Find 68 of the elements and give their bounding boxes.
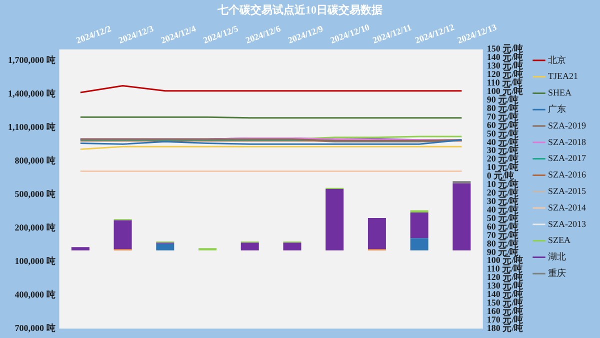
legend-label: 广东: [548, 104, 566, 114]
legend-label: 北京: [548, 54, 566, 65]
y2-tick-label: 0 元/吨: [486, 170, 514, 181]
chart-title: 七个碳交易试点近10日碳交易数据: [216, 3, 382, 16]
y2-tick-label: 70 元/吨: [486, 230, 519, 240]
bar: [452, 183, 471, 250]
legend-label: SZA-2019: [548, 120, 586, 130]
y2-tick-label: 100 元/吨: [486, 86, 524, 96]
y2-tick-label: 60 元/吨: [486, 221, 519, 232]
y2-tick-label: 150 元/吨: [486, 44, 524, 54]
y2-tick-label: 110 元/吨: [486, 78, 523, 88]
y2-tick-label: 60 元/吨: [486, 120, 519, 130]
y-tick-label: 700,000 吨: [14, 322, 56, 333]
y2-tick-label: 100 元/吨: [486, 255, 524, 266]
y2-tick-label: 80 元/吨: [486, 238, 519, 248]
y2-tick-label: 30 元/吨: [486, 196, 519, 206]
y2-tick-label: 90 元/吨: [486, 246, 519, 257]
bar: [326, 188, 344, 250]
y-tick-label: 1,400,000 吨: [8, 88, 56, 98]
y2-tick-label: 10 元/吨: [486, 179, 519, 190]
y2-tick-label: 40 元/吨: [486, 136, 519, 147]
bar: [156, 244, 174, 250]
y2-tick-label: 170 元/吨: [486, 314, 524, 324]
bar: [368, 218, 386, 250]
legend-label: SZA-2015: [548, 186, 586, 196]
y2-tick-label: 40 元/吨: [486, 204, 519, 214]
legend-label: SZA-2017: [548, 153, 586, 164]
y2-tick-label: 140 元/吨: [486, 289, 524, 300]
bar: [240, 242, 259, 250]
bar: [410, 238, 428, 250]
y2-tick-label: 130 元/吨: [486, 60, 524, 71]
y2-tick-label: 30 元/吨: [486, 145, 519, 156]
y2-tick-label: 70 元/吨: [486, 111, 519, 122]
y2-tick-label: 10 元/吨: [486, 162, 519, 172]
bar: [71, 247, 90, 250]
legend-label: 湖北: [548, 252, 566, 262]
y2-tick-label: 80 元/吨: [486, 102, 519, 113]
legend-label: TJEA21: [548, 71, 578, 82]
y2-tick-label: 120 元/吨: [486, 272, 524, 282]
y2-tick-label: 90 元/吨: [486, 94, 519, 104]
y-tick-label: 1,100,000 吨: [8, 122, 56, 132]
y2-tick-label: 50 元/吨: [486, 128, 519, 138]
legend-label: SZA-2018: [548, 136, 586, 147]
y-tick-label: 1,700,000 吨: [8, 54, 56, 65]
y2-tick-label: 140 元/吨: [486, 52, 524, 62]
legend-label: 重庆: [548, 268, 566, 278]
y2-tick-label: 110 元/吨: [486, 264, 523, 274]
y2-tick-label: 20 元/吨: [486, 154, 519, 164]
legend-label: SZA-2013: [548, 218, 586, 229]
bar: [114, 220, 132, 250]
y2-tick-label: 130 元/吨: [486, 280, 524, 291]
y-tick-label: 500,000 吨: [14, 188, 56, 199]
y2-tick-label: 120 元/吨: [486, 69, 524, 80]
y-tick-label: 800,000 吨: [14, 155, 56, 166]
y2-tick-label: 160 元/吨: [486, 306, 524, 316]
y2-tick-label: 150 元/吨: [486, 298, 524, 308]
legend-label: SZEA: [548, 235, 571, 246]
y-tick-label: 200,000 吨: [14, 222, 56, 232]
y2-tick-label: 20 元/吨: [486, 188, 519, 198]
legend-label: SZA-2016: [548, 170, 586, 180]
y-tick-label: 100,000 吨: [14, 256, 56, 266]
y2-tick-label: 50 元/吨: [486, 212, 519, 223]
bar: [410, 212, 428, 238]
y-tick-label: 400,000 吨: [14, 289, 56, 300]
legend-label: SHEA: [548, 88, 572, 98]
legend-label: SZA-2014: [548, 202, 586, 212]
bar: [283, 242, 302, 250]
y2-tick-label: 180 元/吨: [486, 322, 524, 333]
